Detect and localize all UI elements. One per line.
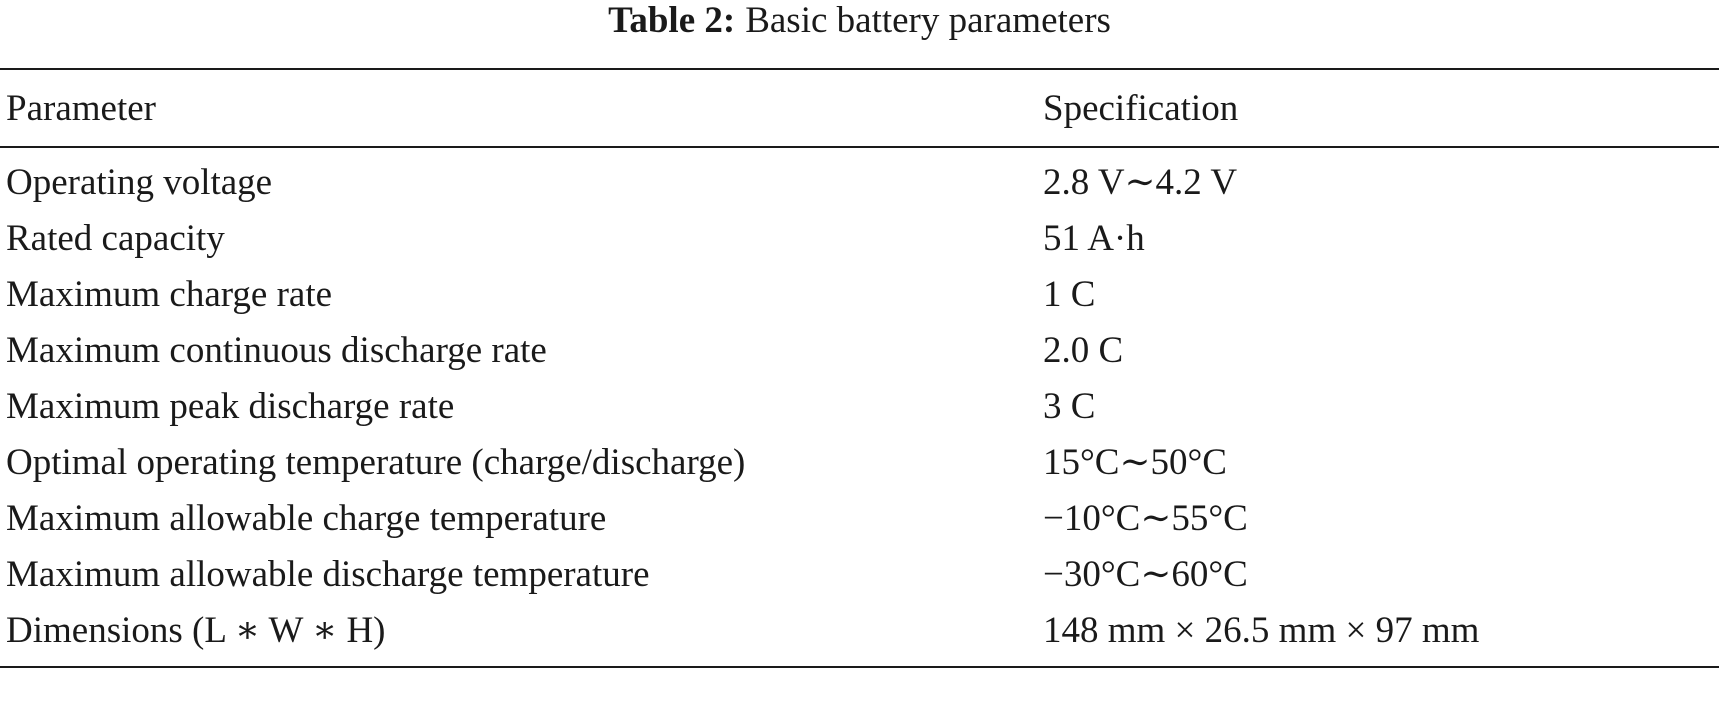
specification-cell: 1 C xyxy=(1043,273,1096,315)
specification-cell: 51 A·h xyxy=(1043,217,1145,259)
specification-cell: −30°C∼60°C xyxy=(1043,554,1248,595)
table-row: Rated capacity 51 A·h xyxy=(0,210,1719,266)
table-row: Maximum charge rate 1 C xyxy=(0,266,1719,322)
table-row: Dimensions (L ∗ W ∗ H) 148 mm × 26.5 mm … xyxy=(0,602,1719,658)
header-specification: Specification xyxy=(1043,87,1239,129)
specification-cell: 148 mm × 26.5 mm × 97 mm xyxy=(1043,609,1480,651)
parameter-cell: Maximum allowable charge temperature xyxy=(6,497,607,539)
header-parameter: Parameter xyxy=(6,87,156,129)
specification-cell: 3 C xyxy=(1043,385,1096,427)
parameter-cell: Maximum allowable discharge temperature xyxy=(6,553,650,595)
table-header-row: Parameter Specification xyxy=(0,70,1719,148)
parameter-cell: Rated capacity xyxy=(6,217,225,259)
table-row: Operating voltage 2.8 V∼4.2 V xyxy=(0,154,1719,210)
parameters-table: Parameter Specification Operating voltag… xyxy=(0,68,1719,668)
table-row: Maximum allowable discharge temperature … xyxy=(0,546,1719,602)
table-caption: Table 2: Basic battery parameters xyxy=(0,0,1719,50)
parameter-cell: Operating voltage xyxy=(6,161,273,203)
table-row: Maximum peak discharge rate 3 C xyxy=(0,378,1719,434)
parameter-cell: Optimal operating temperature (charge/di… xyxy=(6,441,746,483)
table-row: Maximum allowable charge temperature −10… xyxy=(0,490,1719,546)
table-caption-label: Table 2: xyxy=(608,0,736,41)
specification-cell: 2.0 C xyxy=(1043,329,1124,371)
table-row: Maximum continuous discharge rate 2.0 C xyxy=(0,322,1719,378)
specification-cell: 2.8 V∼4.2 V xyxy=(1043,162,1238,203)
parameter-cell: Dimensions (L ∗ W ∗ H) xyxy=(6,610,386,651)
specification-cell: −10°C∼55°C xyxy=(1043,498,1248,539)
table-row: Optimal operating temperature (charge/di… xyxy=(0,434,1719,490)
parameter-cell: Maximum peak discharge rate xyxy=(6,385,455,427)
parameter-cell: Maximum continuous discharge rate xyxy=(6,329,547,371)
table-caption-title: Basic battery parameters xyxy=(745,0,1111,41)
specification-cell: 15°C∼50°C xyxy=(1043,442,1227,483)
parameter-cell: Maximum charge rate xyxy=(6,273,333,315)
